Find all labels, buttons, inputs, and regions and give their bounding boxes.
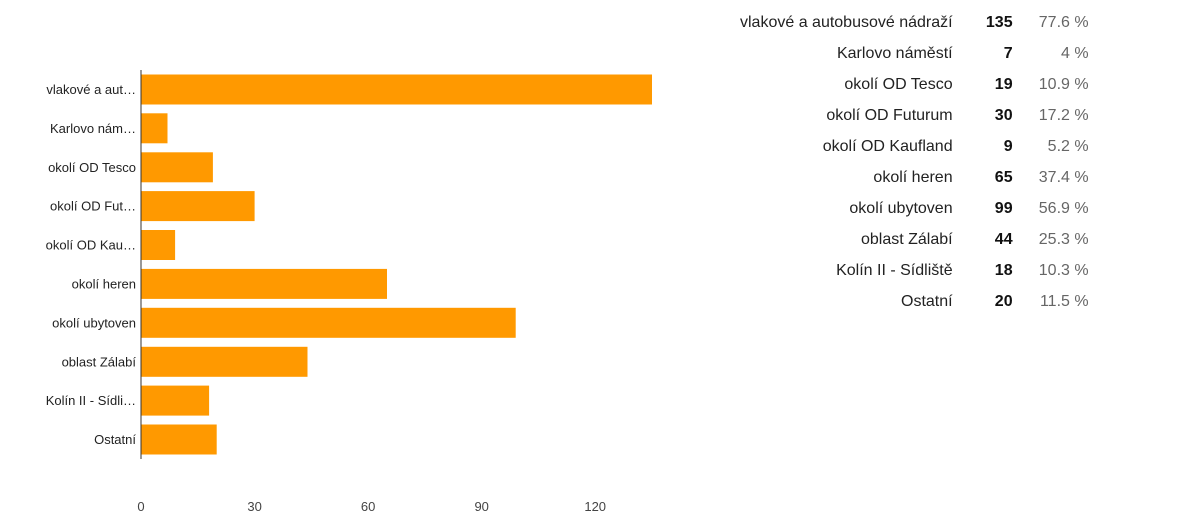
summary-percent: 56.9 % — [1038, 199, 1089, 217]
summary-row: Ostatní 20 11.5 % — [740, 286, 1089, 317]
bar — [141, 230, 176, 260]
summary-count: 44 — [994, 230, 1013, 248]
summary-label: okolí OD Kaufland — [822, 137, 953, 155]
bar-chart: vlakové a aut… Karlovo nám… okolí OD Tesco… — [46, 70, 652, 514]
summary-percent: 5.2 % — [1047, 137, 1089, 155]
summary-row: okolí OD Futurum 30 17.2 % — [740, 100, 1089, 131]
category-label: okolí OD Fut… — [50, 199, 136, 214]
summary-count: 7 — [1003, 44, 1013, 62]
category-label: okolí OD Tesco — [48, 160, 136, 175]
x-axis-tick-labels: 0 30 60 90 120 — [137, 499, 606, 514]
summary-count: 20 — [994, 292, 1013, 310]
summary-label: vlakové a autobusové nádraží — [740, 13, 953, 31]
summary-count: 99 — [994, 199, 1013, 217]
summary-row: Karlovo náměstí 7 4 % — [740, 38, 1089, 69]
bar — [141, 424, 217, 455]
summary-row: okolí OD Kaufland 9 5.2 % — [740, 131, 1089, 162]
bar — [141, 74, 652, 105]
summary-row: okolí ubytoven 99 56.9 % — [740, 193, 1089, 224]
summary-label: okolí OD Tesco — [844, 75, 953, 93]
category-label: Ostatní — [94, 432, 136, 447]
x-tick-label: 30 — [247, 499, 261, 514]
summary-count: 65 — [994, 168, 1013, 186]
bar — [141, 113, 168, 144]
bar — [141, 346, 308, 377]
response-summary-table: vlakové a autobusové nádraží 135 77.6 % Kar… — [740, 7, 1089, 317]
bar — [141, 268, 387, 299]
summary-percent: 10.9 % — [1038, 75, 1089, 93]
category-label: Karlovo nám… — [50, 121, 136, 136]
summary-label: oblast Zálabí — [860, 230, 953, 248]
summary-count: 30 — [994, 106, 1013, 124]
category-label: okolí ubytoven — [52, 315, 136, 330]
category-label: okolí OD Kau… — [46, 238, 136, 253]
x-tick-label: 120 — [584, 499, 606, 514]
summary-row: okolí OD Tesco 19 10.9 % — [740, 69, 1089, 100]
summary-count: 19 — [994, 75, 1013, 93]
summary-percent: 4 % — [1061, 44, 1089, 62]
summary-percent: 77.6 % — [1038, 13, 1089, 31]
summary-count: 9 — [1003, 137, 1013, 155]
bar — [141, 152, 213, 183]
summary-label: okolí heren — [873, 168, 953, 186]
summary-row: vlakové a autobusové nádraží 135 77.6 % — [740, 7, 1089, 38]
summary-percent: 25.3 % — [1038, 230, 1089, 248]
bars-group — [141, 74, 652, 455]
summary-label: okolí OD Futurum — [826, 106, 953, 124]
bar — [141, 307, 516, 338]
summary-label: Kolín II - Sídliště — [836, 261, 953, 279]
summary-percent: 10.3 % — [1038, 261, 1089, 279]
category-label: vlakové a aut… — [46, 82, 136, 97]
summary-count: 18 — [994, 261, 1013, 279]
summary-label: Ostatní — [901, 292, 953, 310]
summary-label: okolí ubytoven — [849, 199, 953, 217]
category-label: okolí heren — [72, 276, 136, 291]
summary-row: oblast Zálabí 44 25.3 % — [740, 224, 1089, 255]
summary-count: 135 — [985, 13, 1013, 31]
category-labels: vlakové a aut… Karlovo nám… okolí OD Tesco… — [46, 82, 137, 447]
category-label: oblast Zálabí — [62, 354, 137, 369]
bar — [141, 191, 255, 222]
summary-row: okolí heren 65 37.4 % — [740, 162, 1089, 193]
summary-percent: 17.2 % — [1038, 106, 1089, 124]
category-label: Kolín II - Sídli… — [46, 393, 136, 408]
bar — [141, 385, 210, 416]
summary-row: Kolín II - Sídliště 18 10.3 % — [740, 255, 1089, 286]
summary-label: Karlovo náměstí — [836, 44, 953, 62]
x-tick-label: 90 — [474, 499, 488, 514]
x-tick-label: 60 — [361, 499, 375, 514]
summary-percent: 37.4 % — [1038, 168, 1089, 186]
x-tick-label: 0 — [137, 499, 144, 514]
summary-percent: 11.5 % — [1039, 292, 1089, 310]
